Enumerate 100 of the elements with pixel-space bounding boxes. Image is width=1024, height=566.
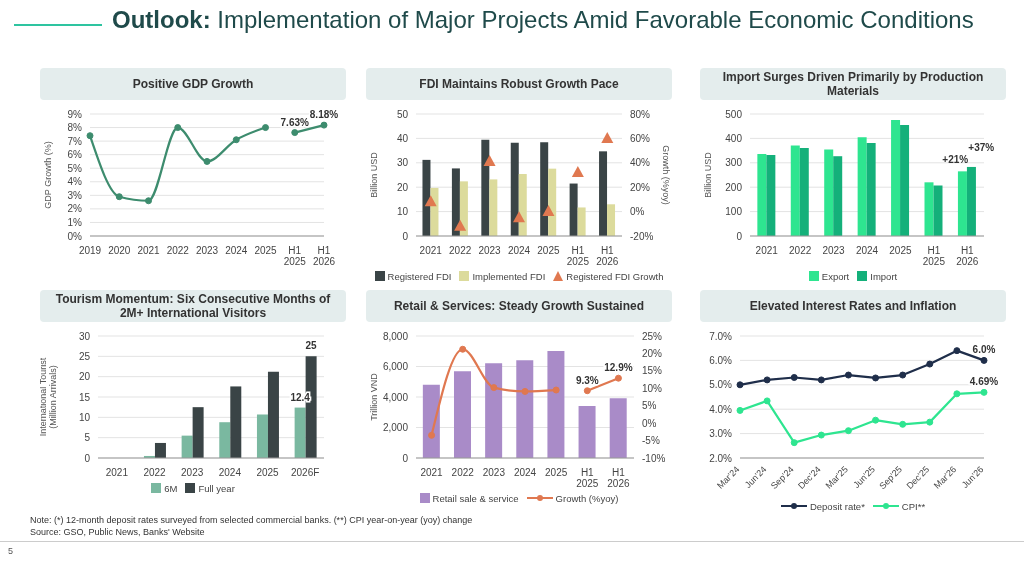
y-axis-title: Billion USD bbox=[369, 151, 379, 198]
bar bbox=[510, 142, 519, 236]
point bbox=[262, 124, 269, 132]
legend-label: 6M bbox=[164, 482, 178, 494]
y2-tick-label: 60% bbox=[630, 132, 651, 144]
y-tick-label: 0 bbox=[402, 452, 409, 464]
bar bbox=[799, 147, 809, 236]
point bbox=[490, 384, 498, 392]
y-tick-label: 7.0% bbox=[709, 330, 733, 342]
point bbox=[790, 373, 798, 381]
data-label: 25 bbox=[305, 340, 318, 352]
data-label: 9.3% bbox=[575, 374, 599, 386]
x-tick-label: 2024 bbox=[507, 245, 531, 256]
bar bbox=[154, 442, 166, 458]
point bbox=[844, 427, 852, 435]
y-axis-title: Billion USD bbox=[703, 151, 713, 198]
bar bbox=[790, 145, 800, 236]
x-tick-label: 2023 bbox=[195, 245, 219, 256]
point bbox=[817, 431, 825, 439]
annotation: +37% bbox=[968, 141, 995, 153]
bar bbox=[933, 185, 943, 236]
x-tick-label: 2025 bbox=[254, 245, 278, 256]
bar bbox=[453, 371, 471, 458]
x-tick-label: H1 2025 bbox=[566, 245, 590, 267]
legend-label: Growth (%yoy) bbox=[555, 492, 619, 504]
y2-axis-title: Growth (%yoy) bbox=[661, 145, 671, 205]
y2-tick-label: 0% bbox=[642, 417, 657, 429]
bar bbox=[485, 363, 503, 458]
x-tick-label: H1 2025 bbox=[283, 245, 307, 267]
point bbox=[817, 376, 825, 384]
data-label: 6.0% bbox=[972, 344, 996, 356]
bar bbox=[569, 183, 578, 236]
legend-label: Full year bbox=[198, 482, 235, 494]
chart-title: Tourism Momentum: Six Consecutive Months of 2M+ International Visitors bbox=[40, 290, 346, 322]
legend-label: Registered FDI Growth bbox=[566, 270, 664, 282]
x-tick-label: 2024 bbox=[218, 467, 242, 478]
y-axis-title: International Tourist (Million Arrivals) bbox=[38, 357, 58, 437]
y2-tick-label: 10% bbox=[642, 382, 663, 394]
point bbox=[459, 345, 467, 353]
point bbox=[203, 157, 211, 165]
point bbox=[872, 374, 880, 382]
x-tick-label: 2023 bbox=[478, 245, 502, 256]
legend-label: Implemented FDI bbox=[472, 270, 546, 282]
bar bbox=[489, 179, 498, 236]
y-tick-label: 5 bbox=[84, 432, 91, 444]
y-tick-label: 4,000 bbox=[382, 391, 409, 403]
point bbox=[291, 129, 299, 137]
y-tick-label: 300 bbox=[725, 157, 743, 169]
bar bbox=[422, 384, 440, 458]
y2-tick-label: -20% bbox=[630, 230, 654, 242]
y-tick-label: 4.0% bbox=[709, 403, 733, 415]
y-axis-title: GDP Growth (%) bbox=[43, 141, 53, 209]
bar bbox=[766, 154, 776, 236]
x-tick-label: 2023 bbox=[181, 467, 204, 478]
x-tick-label: 2021 bbox=[419, 245, 443, 256]
bar bbox=[294, 407, 306, 458]
chart-title: Positive GDP Growth bbox=[40, 68, 346, 100]
y-tick-label: 7% bbox=[67, 135, 83, 147]
bar bbox=[192, 407, 204, 458]
y-tick-label: 0 bbox=[84, 452, 91, 464]
y-tick-label: 30 bbox=[396, 157, 409, 169]
y2-tick-label: 40% bbox=[630, 157, 651, 169]
bar bbox=[824, 149, 834, 236]
y-tick-label: 6% bbox=[67, 149, 83, 161]
y-tick-label: 2% bbox=[67, 203, 83, 215]
point bbox=[552, 386, 560, 394]
bar bbox=[957, 171, 967, 236]
y2-tick-label: 20% bbox=[630, 181, 651, 193]
x-tick-label: 2022 bbox=[789, 245, 812, 256]
y2-tick-label: 20% bbox=[642, 347, 663, 359]
point bbox=[86, 132, 94, 140]
x-tick-label: H1 2025 bbox=[576, 467, 599, 489]
y-tick-label: 400 bbox=[725, 132, 743, 144]
point bbox=[763, 397, 771, 405]
y-tick-label: 20 bbox=[78, 371, 91, 383]
bar bbox=[267, 371, 279, 458]
data-label: 7.63% bbox=[280, 116, 310, 128]
y-tick-label: 20 bbox=[396, 181, 409, 193]
bar bbox=[607, 204, 616, 236]
chart-title: Retail & Services: Steady Growth Sustained bbox=[366, 290, 672, 322]
y-tick-label: 10 bbox=[396, 206, 409, 218]
legend-label: Deposit rate* bbox=[809, 500, 865, 512]
bar bbox=[540, 142, 549, 236]
x-tick-label: 2021 bbox=[420, 467, 444, 478]
y-tick-label: 0 bbox=[402, 230, 409, 242]
y-tick-label: 5% bbox=[67, 162, 83, 174]
x-tick-label: 2022 bbox=[449, 245, 472, 256]
bar bbox=[966, 166, 976, 236]
x-tick-label: H1 2026 bbox=[312, 245, 336, 267]
y-tick-label: 3.0% bbox=[709, 428, 733, 440]
point bbox=[542, 205, 555, 217]
data-label: 8.18% bbox=[309, 109, 339, 121]
chart-title: Import Surges Driven Primarily by Production Materials bbox=[700, 68, 1006, 100]
point bbox=[483, 155, 496, 167]
bar bbox=[599, 151, 608, 236]
point bbox=[953, 347, 961, 355]
bar bbox=[181, 435, 193, 458]
x-tick-label: 2025 bbox=[889, 245, 912, 256]
y-tick-label: 200 bbox=[725, 181, 743, 193]
x-tick-label: 2021 bbox=[755, 245, 779, 256]
